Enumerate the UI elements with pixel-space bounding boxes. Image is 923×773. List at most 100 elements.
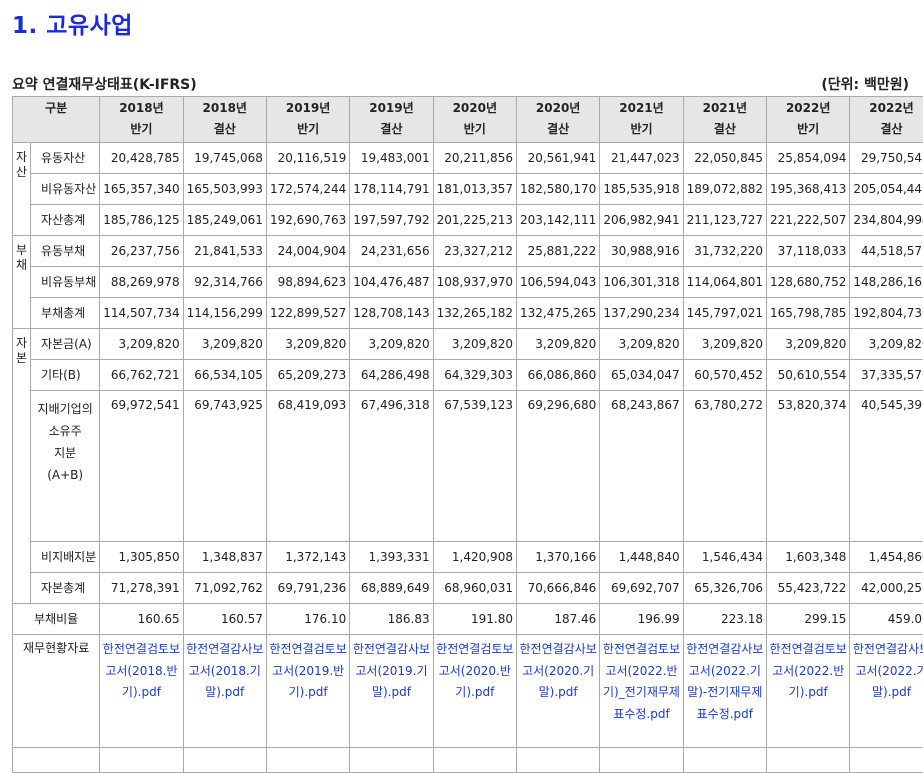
column-header: 2018년 결산 bbox=[183, 97, 266, 143]
row-label: 비유동부채 bbox=[31, 267, 100, 298]
table-cell: 37,335,576 bbox=[850, 360, 923, 391]
table-cell bbox=[433, 748, 516, 773]
report-link[interactable]: 한전연결감사보고서(2022.기말)-전기재무제표수정.pdf bbox=[683, 635, 766, 748]
report-link[interactable]: 한전연결감사보고서(2020.기말).pdf bbox=[516, 635, 599, 748]
table-cell: 22,050,845 bbox=[683, 143, 766, 174]
table-cell: 25,881,222 bbox=[516, 236, 599, 267]
table-cell: 3,209,820 bbox=[600, 329, 683, 360]
table-row: 비유동부채 88,269,978 92,314,766 98,894,623 1… bbox=[13, 267, 923, 298]
table-cell: 71,278,391 bbox=[100, 573, 183, 604]
table-row: 자본총계 71,278,391 71,092,762 69,791,236 68… bbox=[13, 573, 923, 604]
table-cell: 185,249,061 bbox=[183, 205, 266, 236]
table-cell: 137,290,234 bbox=[600, 298, 683, 329]
table-cell: 66,762,721 bbox=[100, 360, 183, 391]
header-row: 구분 2018년 반기 2018년 결산 2019년 반기 2019년 결산 2… bbox=[13, 97, 923, 143]
table-cell: 132,265,182 bbox=[433, 298, 516, 329]
table-cell: 19,745,068 bbox=[183, 143, 266, 174]
column-header: 2019년 반기 bbox=[266, 97, 349, 143]
table-cell: 26,237,756 bbox=[100, 236, 183, 267]
table-cell: 106,594,043 bbox=[516, 267, 599, 298]
column-header: 2021년 결산 bbox=[683, 97, 766, 143]
table-cell: 211,123,727 bbox=[683, 205, 766, 236]
table-cell: 178,114,791 bbox=[350, 174, 433, 205]
table-row bbox=[13, 748, 923, 773]
table-cell: 196.99 bbox=[600, 604, 683, 635]
table-cell: 192,690,763 bbox=[266, 205, 349, 236]
table-cell: 24,231,656 bbox=[350, 236, 433, 267]
table-cell: 132,475,265 bbox=[516, 298, 599, 329]
table-cell: 165,503,993 bbox=[183, 174, 266, 205]
table-cell bbox=[516, 748, 599, 773]
table-cell: 160.57 bbox=[183, 604, 266, 635]
table-cell: 108,937,970 bbox=[433, 267, 516, 298]
table-cell: 55,423,722 bbox=[767, 573, 850, 604]
table-row: 자본 자본금(A) 3,209,820 3,209,820 3,209,820 … bbox=[13, 329, 923, 360]
table-cell: 114,064,801 bbox=[683, 267, 766, 298]
table-row: 비유동자산 165,357,340 165,503,993 172,574,24… bbox=[13, 174, 923, 205]
table-cell: 104,476,487 bbox=[350, 267, 433, 298]
table-cell: 68,419,093 bbox=[266, 391, 349, 542]
table-cell: 106,301,318 bbox=[600, 267, 683, 298]
table-cell bbox=[850, 748, 923, 773]
table-row: 자산 유동자산 20,428,785 19,745,068 20,116,519… bbox=[13, 143, 923, 174]
table-cell: 68,243,867 bbox=[600, 391, 683, 542]
table-cell: 1,393,331 bbox=[350, 542, 433, 573]
table-cell: 197,597,792 bbox=[350, 205, 433, 236]
table-cell: 191.80 bbox=[433, 604, 516, 635]
table-cell: 3,209,820 bbox=[850, 329, 923, 360]
reports-label: 재무현황자료 bbox=[13, 635, 100, 748]
table-cell: 69,743,925 bbox=[183, 391, 266, 542]
table-cell: 1,454,860 bbox=[850, 542, 923, 573]
table-cell: 3,209,820 bbox=[683, 329, 766, 360]
table-cell: 30,988,916 bbox=[600, 236, 683, 267]
table-row: 부채비율 160.65 160.57 176.10 186.83 191.80 … bbox=[13, 604, 923, 635]
table-cell: 145,797,021 bbox=[683, 298, 766, 329]
report-link[interactable]: 한전연결감사보고서(2022.기말).pdf bbox=[850, 635, 923, 748]
table-cell: 3,209,820 bbox=[516, 329, 599, 360]
report-link[interactable]: 한전연결검토보고서(2022.반기).pdf bbox=[767, 635, 850, 748]
table-cell: 128,708,143 bbox=[350, 298, 433, 329]
column-header: 2021년 반기 bbox=[600, 97, 683, 143]
report-link[interactable]: 한전연결감사보고서(2018.기말).pdf bbox=[183, 635, 266, 748]
table-cell: 122,899,527 bbox=[266, 298, 349, 329]
table-cell bbox=[13, 748, 100, 773]
report-link[interactable]: 한전연결검토보고서(2022.반기)_전기재무제표수정.pdf bbox=[600, 635, 683, 748]
table-cell: 25,854,094 bbox=[767, 143, 850, 174]
row-label: 자산총계 bbox=[31, 205, 100, 236]
table-cell: 181,013,357 bbox=[433, 174, 516, 205]
table-cell: 65,034,047 bbox=[600, 360, 683, 391]
table-cell: 223.18 bbox=[683, 604, 766, 635]
table-cell: 1,370,166 bbox=[516, 542, 599, 573]
table-cell: 201,225,213 bbox=[433, 205, 516, 236]
column-header: 2020년 반기 bbox=[433, 97, 516, 143]
table-cell: 459.06 bbox=[850, 604, 923, 635]
report-link[interactable]: 한전연결검토보고서(2018.반기).pdf bbox=[100, 635, 183, 748]
table-cell: 71,092,762 bbox=[183, 573, 266, 604]
table-cell: 160.65 bbox=[100, 604, 183, 635]
table-cell: 299.15 bbox=[767, 604, 850, 635]
table-cell: 68,889,649 bbox=[350, 573, 433, 604]
table-cell: 67,539,123 bbox=[433, 391, 516, 542]
table-cell: 1,305,850 bbox=[100, 542, 183, 573]
column-header: 2022년 반기 bbox=[767, 97, 850, 143]
table-cell: 68,960,031 bbox=[433, 573, 516, 604]
table-cell: 63,780,272 bbox=[683, 391, 766, 542]
table-cell: 69,791,236 bbox=[266, 573, 349, 604]
table-cell: 176.10 bbox=[266, 604, 349, 635]
table-cell: 203,142,111 bbox=[516, 205, 599, 236]
report-link[interactable]: 한전연결검토보고서(2019.반기).pdf bbox=[266, 635, 349, 748]
table-cell: 165,357,340 bbox=[100, 174, 183, 205]
section-title: 1. 고유사업 bbox=[12, 6, 133, 40]
report-link[interactable]: 한전연결검토보고서(2020.반기).pdf bbox=[433, 635, 516, 748]
table-cell: 50,610,554 bbox=[767, 360, 850, 391]
table-cell: 114,507,734 bbox=[100, 298, 183, 329]
report-link[interactable]: 한전연결감사보고서(2019.기말).pdf bbox=[350, 635, 433, 748]
table-cell: 148,286,161 bbox=[850, 267, 923, 298]
table-cell: 70,666,846 bbox=[516, 573, 599, 604]
table-cell: 19,483,001 bbox=[350, 143, 433, 174]
table-cell: 3,209,820 bbox=[767, 329, 850, 360]
table-cell: 1,372,143 bbox=[266, 542, 349, 573]
table-cell: 3,209,820 bbox=[433, 329, 516, 360]
table-cell: 88,269,978 bbox=[100, 267, 183, 298]
row-label: 유동자산 bbox=[31, 143, 100, 174]
